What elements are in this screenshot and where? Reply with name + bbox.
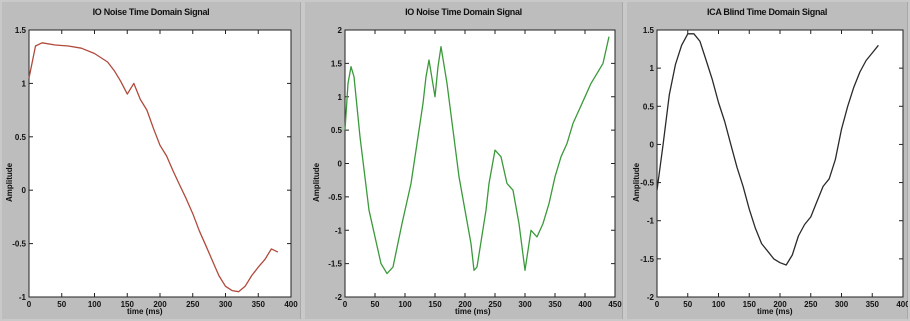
y-tick-label: -1 — [19, 293, 27, 302]
x-tick-label: 50 — [371, 300, 380, 309]
y-tick-label: 0.5 — [331, 126, 343, 135]
y-tick-label: 1 — [650, 64, 655, 73]
y-tick-label: -0.5 — [328, 193, 342, 202]
chart-3-plot: 0 50 100 150 200 250 300 350 400 1.5 1 0.5 0 -0.5 -1 -1… — [640, 26, 908, 309]
x-tick-label: 0 — [27, 300, 32, 309]
chart-1-xlabel: time (ms) — [127, 307, 163, 316]
x-tick-label: 250 — [186, 300, 200, 309]
chart-2-plot: 0 50 100 150 200 250 300 350 400 450 2 1.5 1 0.5 0 -0.5… — [328, 26, 622, 309]
y-tick-label: 0 — [650, 140, 655, 149]
x-tick-label: 350 — [866, 300, 880, 309]
x-tick-label: 100 — [712, 300, 726, 309]
x-tick-label: 50 — [683, 300, 692, 309]
x-tick-label: 200 — [153, 300, 167, 309]
chart-3-ylabel: Amplitude — [632, 162, 641, 202]
y-tick-label: 1.5 — [643, 26, 655, 35]
x-tick-label: 150 — [121, 300, 135, 309]
x-tick-label: 200 — [458, 300, 472, 309]
x-tick-label: 100 — [398, 300, 412, 309]
y-tick-label: 0.5 — [15, 133, 27, 142]
y-tick-label: -2 — [335, 293, 343, 302]
x-tick-label: 400 — [284, 300, 298, 309]
x-tick-label: 150 — [428, 300, 442, 309]
series-line-1 — [28, 42, 279, 293]
y-tick-label: -1 — [335, 226, 343, 235]
y-tick-label: 2 — [338, 26, 343, 35]
y-tick-label: -0.5 — [12, 240, 26, 249]
x-tick-label: 100 — [88, 300, 102, 309]
y-tick-label: 1.5 — [331, 59, 343, 68]
plot-area — [28, 29, 292, 298]
chart-2-ylabel: Amplitude — [312, 162, 321, 202]
x-tick-label: 250 — [804, 300, 818, 309]
x-tick-label: 0 — [343, 300, 348, 309]
series-line-1 — [656, 33, 879, 266]
chart-2-title: IO Noise Time Domain Signal — [405, 7, 522, 17]
series-line-1 — [344, 36, 610, 275]
x-tick-label: 350 — [252, 300, 266, 309]
y-tick-label: 0 — [22, 186, 27, 195]
x-tick-label: 450 — [608, 300, 622, 309]
x-tick-label: 400 — [896, 300, 908, 309]
y-tick-label: 1.5 — [15, 26, 27, 35]
x-tick-label: 50 — [57, 300, 66, 309]
x-tick-label: 200 — [773, 300, 787, 309]
y-tick-label: -1.5 — [328, 260, 342, 269]
x-tick-label: 300 — [219, 300, 233, 309]
chart-panel-2: 0 50 100 150 200 250 300 350 400 450 2 1.5 1 0.5 0 -0.5… — [305, 2, 623, 319]
x-tick-label: 300 — [835, 300, 849, 309]
chart-1-ylabel: Amplitude — [5, 162, 14, 202]
y-tick-label: 1 — [338, 93, 343, 102]
chart-panel-3: 0 50 100 150 200 250 300 350 400 1.5 1 0.5 0 -0.5 -1 -1… — [627, 2, 908, 319]
y-tick-label: -1.5 — [640, 255, 654, 264]
x-tick-label: 350 — [548, 300, 562, 309]
x-tick-label: 0 — [655, 300, 660, 309]
chart-3-xlabel: time (ms) — [757, 307, 793, 316]
x-tick-label: 150 — [743, 300, 757, 309]
x-tick-label: 300 — [518, 300, 532, 309]
chart-1-plot: 0 50 100 150 200 250 300 350 400 1.5 1 0.5 0 -0.5 -1 — [12, 26, 298, 309]
chart-1-title: IO Noise Time Domain Signal — [92, 7, 210, 17]
x-tick-label: 250 — [488, 300, 502, 309]
y-tick-label: -0.5 — [640, 179, 654, 188]
y-tick-label: 1 — [22, 79, 27, 88]
plot-area — [344, 29, 616, 298]
chart-panel-1: 0 50 100 150 200 250 300 350 400 1.5 1 0.5 0 -0.5 -1 I… — [2, 2, 301, 319]
y-tick-label: -2 — [647, 293, 655, 302]
y-tick-label: 0 — [338, 160, 343, 169]
plot-area — [656, 29, 904, 298]
x-tick-label: 400 — [578, 300, 592, 309]
chart-3-title: ICA Blind Time Domain Signal — [706, 7, 828, 17]
chart-2-xlabel: time (ms) — [455, 307, 491, 316]
y-tick-label: -1 — [647, 217, 655, 226]
y-tick-label: 0.5 — [643, 102, 655, 111]
